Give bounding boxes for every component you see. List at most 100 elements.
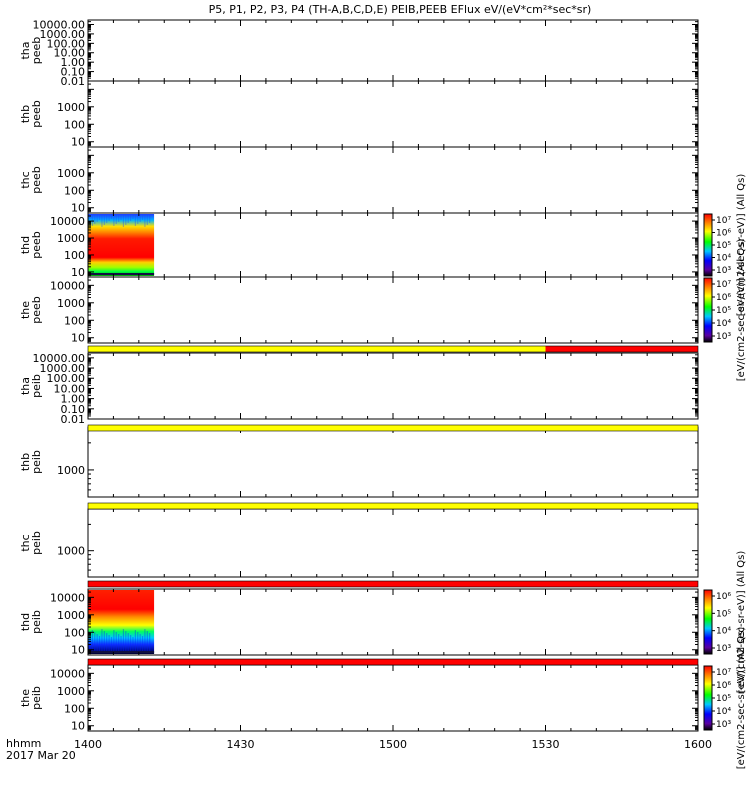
colorbar-thd-peeb: 10⁷ 10⁶ 10⁵ 10⁴ 10³ [eV/(cm2-sec-sr-eV)] (All…: [703, 174, 747, 316]
x-ticks-thc-peib: [87, 509, 699, 577]
ylabel-product: peib: [30, 610, 43, 634]
ylabel-satellite: thd: [19, 613, 32, 631]
colorbar-tick-label: 10⁴: [716, 627, 731, 637]
y-tick-label: 1000.00: [40, 362, 86, 375]
ylabel-product: peib: [30, 531, 43, 555]
time-axis-date: 2017 Mar 20: [6, 749, 76, 762]
flag-bar-after-thd-peib: [87, 658, 699, 666]
y-ticks-the-peib: [88, 664, 698, 732]
colorbar-tick-label: 10⁶: [716, 592, 731, 602]
x-ticks-tha-peib: [87, 353, 699, 419]
ylabel-satellite: tha: [19, 377, 32, 395]
y-tick-label: 10: [71, 644, 85, 657]
y-tick-label: 1000: [57, 101, 85, 114]
ylabel-satellite: thc: [19, 171, 32, 188]
colorbar-tick-label: 10⁶: [716, 681, 731, 691]
panel-frame-the-peib: [87, 664, 699, 732]
time-tick-label: 1600: [684, 738, 712, 751]
y-ticks-thc-peeb: [88, 146, 698, 214]
y-tick-label: 10.00: [54, 382, 86, 395]
flag-segment-red: [88, 659, 698, 665]
y-ticks-tha-peeb: [88, 19, 698, 82]
y-tick-label: 0.01: [61, 75, 86, 88]
y-ticks-thb-peeb: [88, 80, 698, 148]
time-tick-label: 1400: [74, 738, 102, 751]
time-tick-label: 1500: [379, 738, 407, 751]
ylabel-satellite: the: [19, 689, 32, 707]
y-tick-label: 10000.00: [33, 18, 86, 31]
y-ticks-thd-peib: [88, 588, 698, 656]
y-tick-label: 0.10: [61, 403, 86, 416]
panel-frame-thc-peeb: [87, 146, 699, 214]
colorbar-gradient: [703, 589, 713, 655]
colorbar-label: [eV/(cm2-sec-sr-eV)] (All Qs): [736, 239, 747, 382]
time-tick-label: 1530: [532, 738, 560, 751]
y-tick-label: 10000: [50, 279, 85, 292]
flag-bar-frame: [87, 658, 699, 666]
colorbar-label: [eV/(cm2-sec-sr-eV)] (All Qs): [736, 551, 747, 694]
ylabel-satellite: thc: [19, 534, 32, 551]
ylabel-product: peeb: [30, 296, 43, 324]
time-axis: hhmm 2017 Mar 20 1400 1430 1500 1530 1600: [6, 737, 712, 762]
y-tick-label: 0.01: [61, 413, 86, 426]
colorbar-tick-label: 10⁵: [716, 609, 731, 619]
y-tick-label: 1000: [57, 545, 85, 558]
x-ticks-thb-peib: [87, 427, 699, 497]
spectrogram-thd-peeb: [88, 214, 155, 276]
panel-frame-thb-peib: [87, 426, 699, 498]
flag-bar-frame: [87, 502, 699, 510]
colorbar-tick-label: 10⁷: [716, 216, 731, 226]
y-tick-label: 10000: [50, 591, 85, 604]
y-tick-label: 0.10: [61, 66, 86, 79]
y-tick-label: 100: [64, 314, 85, 327]
panel-frame-thd-peib: [87, 588, 699, 656]
y-ticks-thc-peib: [88, 508, 698, 578]
panel-frame-the-peeb: [87, 276, 699, 344]
y-tick-label: 10000: [50, 667, 85, 680]
y-tick-label: 100.00: [47, 372, 86, 385]
colorbars-layer: 10⁷ 10⁶ 10⁵ 10⁴ 10³ [eV/(cm2-sec-sr-eV)] (All…: [703, 174, 747, 769]
flag-segment-red: [88, 581, 698, 587]
flag-bar-frame: [87, 345, 699, 353]
y-tick-label: 1000: [57, 297, 85, 310]
colorbar-gradient: [703, 277, 713, 343]
y-tick-label: 10.00: [54, 47, 86, 60]
y-tick-label: 10000: [50, 215, 85, 228]
plot-title: P5, P1, P2, P3, P4 (TH-A,B,C,D,E) PEIB,P…: [209, 3, 592, 16]
ylabel-satellite: thd: [19, 236, 32, 254]
y-tick-label: 1000: [57, 609, 85, 622]
y-tick-label: 100: [64, 118, 85, 131]
panel-frame-thd-peeb: [87, 212, 699, 278]
colorbar-gradient: [703, 213, 713, 277]
x-ticks-thd-peeb: [87, 213, 699, 277]
y-tick-label: 1000: [57, 167, 85, 180]
colorbar-tick-label: 10⁷: [716, 280, 731, 290]
colorbar-tick-label: 10³: [716, 332, 731, 342]
ylabel-product: peib: [30, 450, 43, 474]
flag-bar-after-the-peeb: [87, 345, 699, 353]
ylabel-satellite: the: [19, 301, 32, 319]
colorbar-tick-label: 10⁴: [716, 707, 731, 717]
panel-frame-tha-peeb: [87, 19, 699, 82]
y-tick-label: 10: [71, 720, 85, 733]
y-tick-label: 1.00: [61, 56, 86, 69]
panel-frame-thc-peib: [87, 508, 699, 578]
ylabel-product: peeb: [30, 231, 43, 259]
y-tick-label: 100: [64, 249, 85, 262]
colorbar-tick-label: 10⁵: [716, 241, 731, 251]
flag-segment-yellow: [88, 346, 546, 352]
y-tick-label: 1000: [57, 464, 85, 477]
panel-frame-tha-peib: [87, 352, 699, 420]
y-tick-label: 100: [64, 626, 85, 639]
colorbar-gradient: [703, 665, 713, 731]
y-ticks-tha-peib: [88, 352, 698, 420]
ylabel-product: peeb: [30, 37, 43, 65]
